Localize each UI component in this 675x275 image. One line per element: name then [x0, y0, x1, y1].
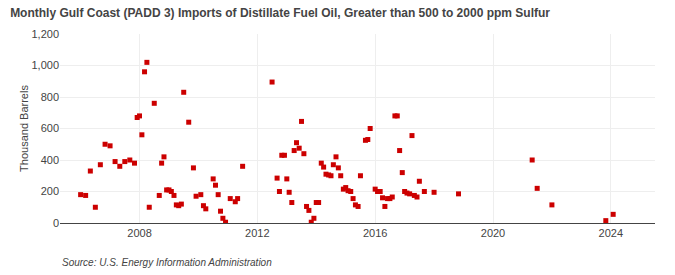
- svg-text:2008: 2008: [127, 227, 151, 239]
- svg-text:800: 800: [41, 91, 59, 103]
- svg-text:2016: 2016: [363, 227, 387, 239]
- svg-text:Source: U.S. Energy Informatio: Source: U.S. Energy Information Administ…: [62, 257, 272, 268]
- svg-text:400: 400: [41, 154, 59, 166]
- svg-text:Thousand Barrels: Thousand Barrels: [18, 85, 30, 172]
- svg-text:600: 600: [41, 122, 59, 134]
- svg-text:2012: 2012: [245, 227, 269, 239]
- svg-text:2024: 2024: [599, 227, 623, 239]
- svg-text:200: 200: [41, 185, 59, 197]
- svg-text:0: 0: [53, 217, 59, 229]
- svg-text:2020: 2020: [481, 227, 505, 239]
- svg-text:Monthly Gulf Coast (PADD 3) Im: Monthly Gulf Coast (PADD 3) Imports of D…: [10, 6, 550, 20]
- svg-text:1,200: 1,200: [31, 28, 59, 40]
- svg-text:1,000: 1,000: [31, 59, 59, 71]
